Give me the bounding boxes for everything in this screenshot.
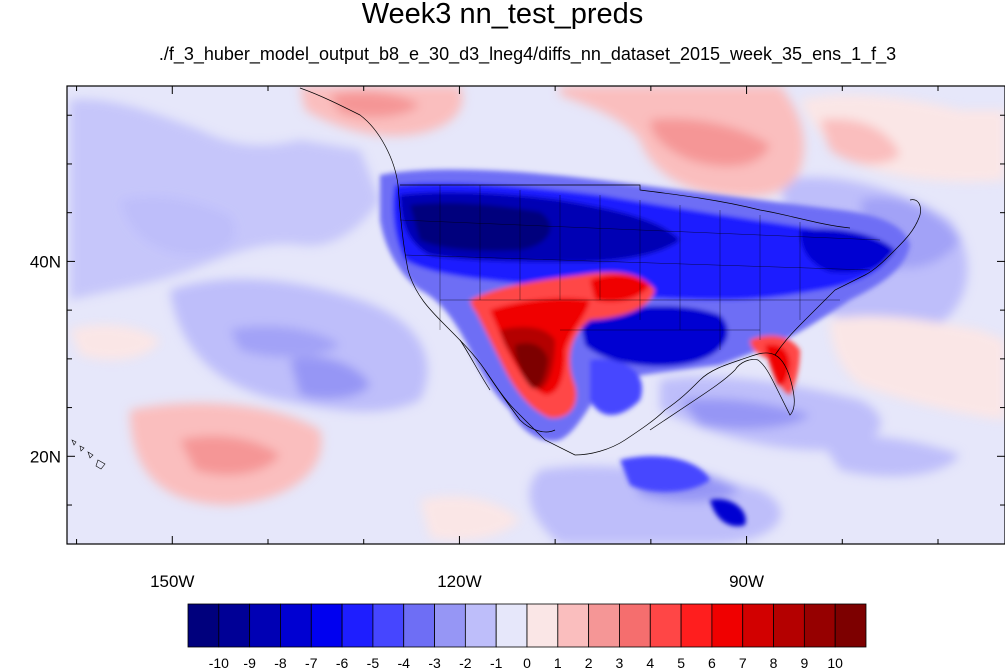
colorbar-swatch xyxy=(803,603,836,648)
colorbar-swatch xyxy=(280,603,312,648)
colorbar-swatch xyxy=(773,603,805,648)
lon-tick-label: 90W xyxy=(729,572,764,591)
map-plot-area xyxy=(67,86,1005,544)
colorbar-swatch xyxy=(742,603,774,648)
colorbar-label: 10 xyxy=(827,655,843,671)
colorbar-label: 5 xyxy=(677,655,685,671)
lon-tick-label: 120W xyxy=(437,572,481,591)
colorbar-swatch xyxy=(218,603,251,648)
colorbar-label: 8 xyxy=(770,655,778,671)
colorbar-swatch xyxy=(372,603,405,648)
colorbar-swatch xyxy=(588,603,620,648)
colorbar-label: -5 xyxy=(367,655,380,671)
hawaii-islands xyxy=(71,439,106,470)
colorbar-swatch xyxy=(187,603,220,648)
state-borders xyxy=(399,185,881,350)
longitude-axis: 150W 120W 90W xyxy=(76,86,939,591)
colorbar-label: 1 xyxy=(554,655,562,671)
colorbar-swatch xyxy=(619,603,651,648)
lat-tick-label: 20N xyxy=(30,447,61,466)
colorbar-label: -1 xyxy=(490,655,503,671)
land-anomaly-field xyxy=(380,169,910,527)
colorbar-swatch xyxy=(526,603,559,648)
colorbar-label: -6 xyxy=(336,655,349,671)
map-frame xyxy=(66,85,1005,545)
coastlines xyxy=(299,87,921,456)
colorbar-swatch xyxy=(249,603,281,648)
colorbar-swatch xyxy=(464,603,497,648)
colorbar-label: 9 xyxy=(800,655,808,671)
colorbar-swatch xyxy=(834,603,867,648)
lat-tick-label: 40N xyxy=(30,252,61,271)
colorbar-label: 7 xyxy=(739,655,747,671)
colorbar-label: 0 xyxy=(523,655,531,671)
colorbar-label: -2 xyxy=(459,655,472,671)
colorbar-label: 2 xyxy=(585,655,593,671)
colorbar-swatch xyxy=(434,603,466,648)
colorbar-label: -4 xyxy=(398,655,411,671)
colorbar-label: 4 xyxy=(646,655,654,671)
colorbar-label: -7 xyxy=(305,655,318,671)
colorbar-swatch xyxy=(495,603,528,648)
colorbar-label: 3 xyxy=(616,655,624,671)
colorbar-swatch xyxy=(649,603,682,648)
lon-tick-label: 150W xyxy=(150,572,194,591)
colorbar-swatch xyxy=(711,603,744,648)
map-subtitle: ./f_3_huber_model_output_b8_e_30_d3_lneg… xyxy=(158,44,897,64)
map-title: Week3 nn_test_preds xyxy=(361,0,644,30)
colorbar-label: -3 xyxy=(428,655,441,671)
colorbar-swatch xyxy=(310,603,343,648)
latitude-axis: 40N 20N xyxy=(30,114,1005,506)
colorbar-label: -8 xyxy=(274,655,287,671)
colorbar-swatch xyxy=(403,603,435,648)
colorbar-swatch xyxy=(680,603,713,648)
colorbar-label: 6 xyxy=(708,655,716,671)
colorbar-label: -9 xyxy=(243,655,256,671)
anomaly-field xyxy=(70,86,1005,544)
colorbar-swatch xyxy=(557,603,590,648)
colorbar-label: -10 xyxy=(209,655,229,671)
colorbar: -10 -9 -8 -7 -6 -5 -4 -3 -2 -1 0 1 2 3 4 5 6 7 8 9 10 xyxy=(187,603,867,671)
colorbar-swatch xyxy=(341,603,374,648)
